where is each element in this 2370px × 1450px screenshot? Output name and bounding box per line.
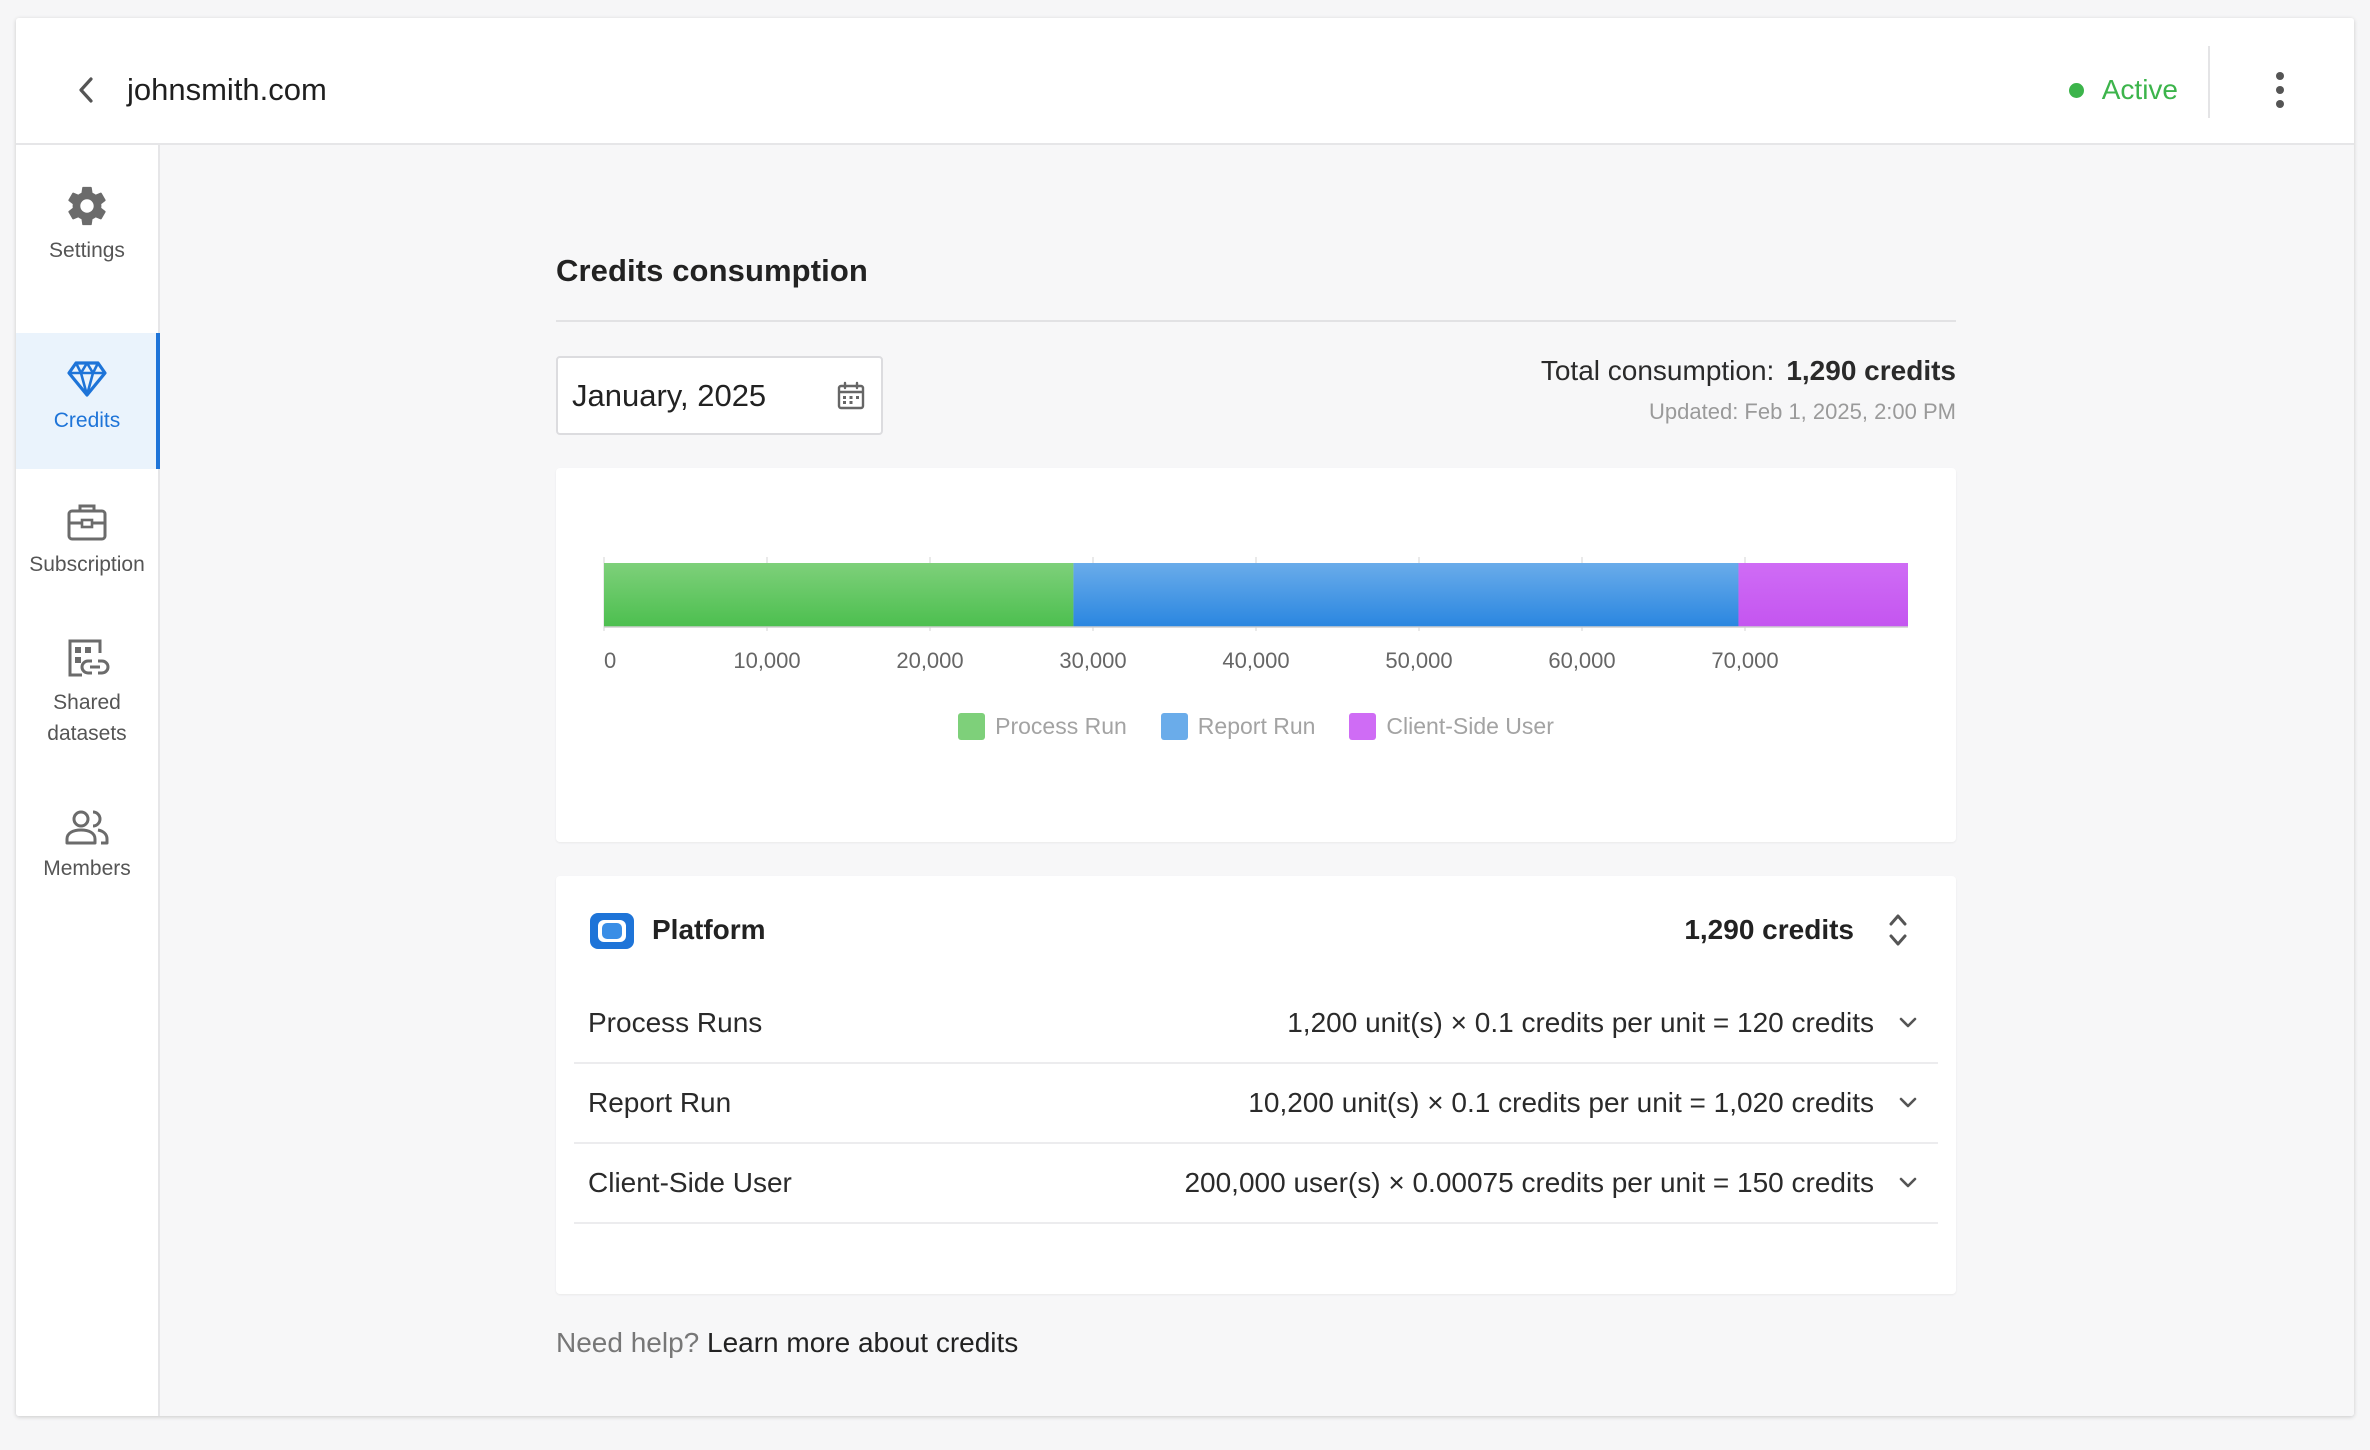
help-question: Need help? bbox=[556, 1327, 700, 1358]
x-tick-label: 10,000 bbox=[733, 648, 800, 673]
breakdown-row-client-side-user[interactable]: Client-Side User 200,000 user(s) × 0.000… bbox=[574, 1144, 1938, 1224]
bar-segment-report-run[interactable] bbox=[1073, 563, 1739, 627]
more-options-button[interactable] bbox=[2248, 58, 2312, 122]
platform-total: 1,290 credits bbox=[1684, 914, 1854, 945]
breakdown-row-name: Report Run bbox=[588, 1087, 732, 1118]
chevron-down-icon[interactable] bbox=[1892, 1087, 1924, 1119]
sidebar-item-label: Settings bbox=[49, 239, 125, 262]
x-tick-label: 60,000 bbox=[1548, 648, 1615, 673]
help-text: Need help? Learn more about credits bbox=[556, 1327, 1018, 1359]
breakdown-row-formula: 10,200 unit(s) × 0.1 credits per unit = … bbox=[1248, 1087, 1874, 1118]
legend-item-process-run[interactable]: Process Run bbox=[958, 713, 1127, 740]
calendar-icon bbox=[837, 381, 865, 409]
breakdown-row-report-run[interactable]: Report Run 10,200 unit(s) × 0.1 credits … bbox=[574, 1064, 1938, 1144]
section-title: Credits consumption bbox=[556, 253, 868, 288]
platform-header: Platform 1,290 credits bbox=[556, 876, 1956, 984]
status-label: Active bbox=[2101, 74, 2178, 105]
chart-legend: Process Run Report Run Client-Side User bbox=[556, 713, 1956, 740]
status-dot bbox=[2068, 82, 2084, 98]
legend-label: Client-Side User bbox=[1386, 713, 1554, 739]
sidebar-item-label: Members bbox=[43, 857, 131, 880]
breakdown-row-name: Process Runs bbox=[588, 1007, 763, 1038]
x-tick-label: 50,000 bbox=[1385, 648, 1452, 673]
total-consumption-value: 1,290 credits bbox=[1786, 355, 1956, 386]
total-consumption-line: Total consumption: 1,290 credits bbox=[1541, 355, 1956, 387]
legend-item-client-side-user[interactable]: Client-Side User bbox=[1349, 713, 1554, 740]
breakdown-row-name: Client-Side User bbox=[588, 1167, 792, 1198]
legend-item-report-run[interactable]: Report Run bbox=[1160, 713, 1316, 740]
unfold-icon bbox=[1889, 914, 1907, 946]
chevron-down-icon[interactable] bbox=[1892, 1007, 1924, 1039]
sidebar-item-label: Subscription bbox=[29, 553, 145, 576]
x-tick-label: 40,000 bbox=[1222, 648, 1289, 673]
chart-canvas: 0 10,000 20,000 30,000 40,000 50,000 60,000 70,… bbox=[603, 557, 1908, 673]
breakdown-row-formula: 1,200 unit(s) × 0.1 credits per unit = 1… bbox=[1287, 1007, 1874, 1038]
consumption-chart: 0 10,000 20,000 30,000 40,000 50,000 60,000 70,… bbox=[556, 468, 1956, 842]
chevron-left-icon bbox=[79, 77, 93, 103]
x-tick-label: 70,000 bbox=[1711, 648, 1778, 673]
top-bar: johnsmith.com Active bbox=[16, 18, 2354, 145]
chevron-down-icon[interactable] bbox=[1892, 1167, 1924, 1199]
back-button[interactable] bbox=[54, 58, 118, 122]
x-tick-label: 20,000 bbox=[896, 648, 963, 673]
updated-timestamp: Updated: Feb 1, 2025, 2:00 PM bbox=[1649, 399, 1956, 424]
sidebar-item-label: Credits bbox=[53, 409, 121, 432]
legend-swatch bbox=[958, 713, 986, 740]
platform-logo-icon bbox=[590, 913, 634, 949]
bar-segment-process-run[interactable] bbox=[604, 563, 1074, 627]
month-picker-value: January, 2025 bbox=[572, 377, 767, 413]
legend-label: Process Run bbox=[995, 713, 1127, 739]
total-consumption-label: Total consumption: bbox=[1540, 355, 1775, 386]
people-icon bbox=[65, 810, 109, 845]
sidebar-item-shared-datasets[interactable]: Shared datasets bbox=[16, 619, 158, 769]
diamond-icon bbox=[67, 361, 107, 397]
total-consumption: Total consumption: 1,290 credits Updated:… bbox=[1541, 355, 1956, 425]
gear-icon bbox=[68, 186, 106, 226]
x-tick-label: 0 bbox=[604, 648, 616, 673]
month-picker-trigger[interactable] bbox=[821, 380, 881, 412]
platform-breakdown-list: Process Runs 1,200 unit(s) × 0.1 credits… bbox=[574, 984, 1938, 1224]
main-content: Credits consumption January, 2025 bbox=[160, 145, 2354, 1416]
breakdown-row-formula: 200,000 user(s) × 0.00075 credits per un… bbox=[1184, 1167, 1874, 1198]
status-indicator: Active bbox=[2068, 60, 2178, 120]
legend-label: Report Run bbox=[1197, 713, 1316, 739]
sidebar-item-label: Shared datasets bbox=[47, 691, 127, 745]
header-divider bbox=[2208, 46, 2210, 118]
expand-collapse-all-button[interactable] bbox=[1882, 906, 1914, 954]
sidebar-item-settings[interactable]: Settings bbox=[16, 165, 158, 285]
platform-card: Platform 1,290 credits Process Runs 1,20… bbox=[556, 876, 1956, 1294]
shared-dataset-icon bbox=[68, 639, 110, 677]
sidebar: Settings Credits Subscription bbox=[16, 145, 160, 1416]
bar-segment-client-side-user[interactable] bbox=[1738, 563, 1908, 627]
briefcase-icon bbox=[67, 504, 107, 541]
sidebar-item-members[interactable]: Members bbox=[16, 789, 158, 909]
breakdown-row-process-runs[interactable]: Process Runs 1,200 unit(s) × 0.1 credits… bbox=[574, 984, 1938, 1064]
app-window: johnsmith.com Active Settings C bbox=[16, 18, 2354, 1416]
legend-swatch bbox=[1160, 713, 1188, 740]
vertical-dots-icon bbox=[2276, 72, 2284, 108]
sidebar-item-subscription[interactable]: Subscription bbox=[16, 483, 158, 603]
section-divider bbox=[556, 320, 1956, 322]
month-picker[interactable]: January, 2025 bbox=[556, 356, 883, 435]
platform-name: Platform bbox=[652, 914, 766, 945]
sidebar-item-credits[interactable]: Credits bbox=[16, 333, 160, 469]
legend-swatch bbox=[1349, 713, 1377, 740]
learn-more-link[interactable]: Learn more about credits bbox=[707, 1327, 1019, 1358]
page-title: johnsmith.com bbox=[127, 72, 327, 107]
x-tick-label: 30,000 bbox=[1059, 648, 1126, 673]
